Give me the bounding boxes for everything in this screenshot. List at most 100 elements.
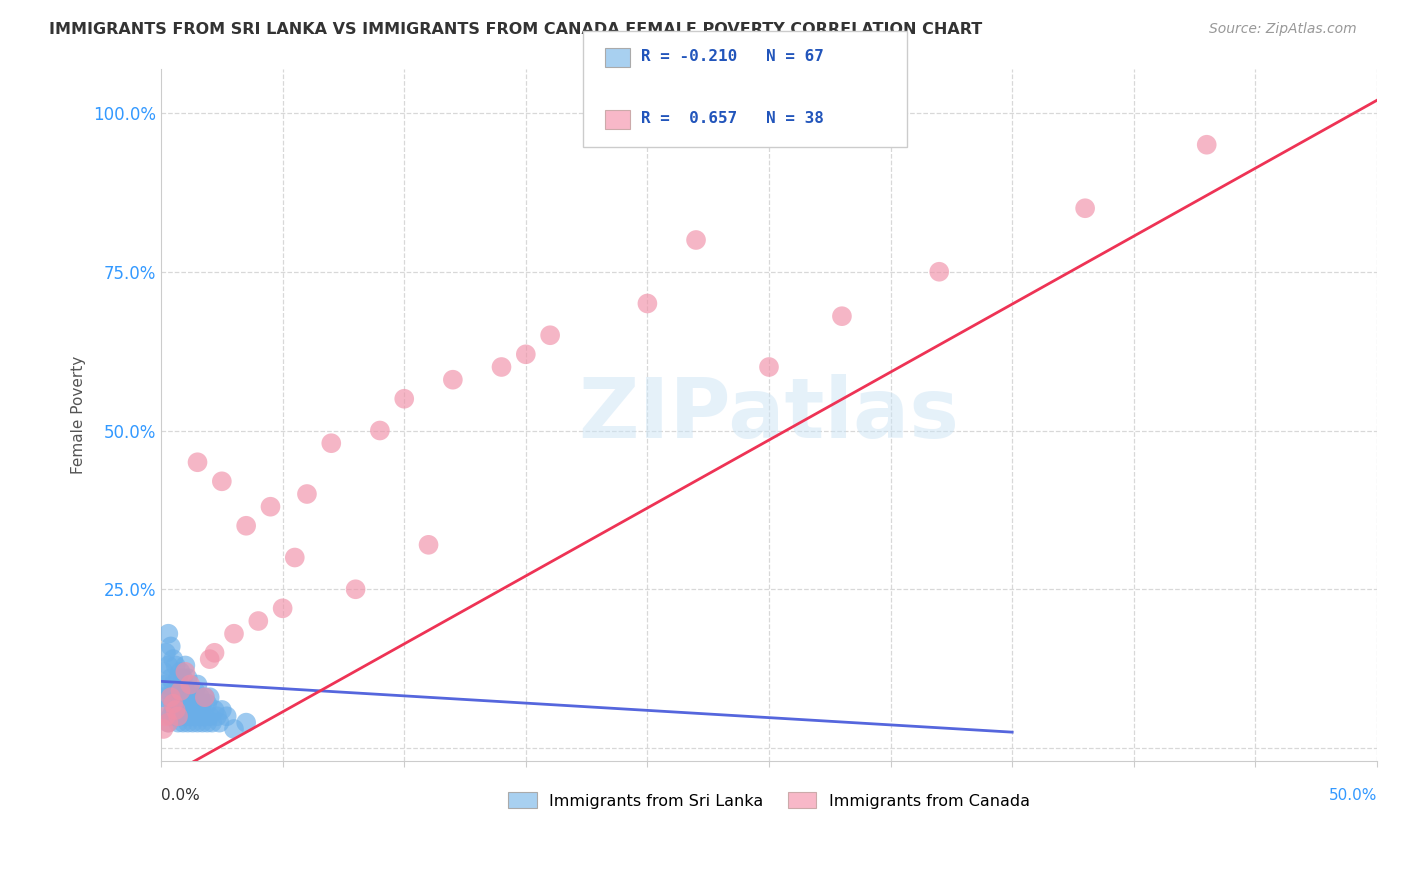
Point [195,697,218,711]
Point [174,684,197,698]
Point [418,538,440,552]
Text: R =  0.657   N = 38: R = 0.657 N = 38 [641,112,824,126]
Point [247,614,270,628]
Point [208,715,231,730]
Point [169,665,191,679]
Point [928,265,950,279]
Point [235,518,257,533]
Point [152,665,174,679]
Point [172,671,194,685]
Point [188,690,211,705]
Point [179,709,201,723]
Point [152,690,174,705]
Point [636,296,658,310]
Point [194,709,217,723]
Point [198,652,221,666]
Point [515,347,537,361]
Point [162,652,184,666]
Text: 50.0%: 50.0% [1329,789,1376,804]
Point [174,665,197,679]
Legend: Immigrants from Sri Lanka, Immigrants from Canada: Immigrants from Sri Lanka, Immigrants fr… [502,786,1036,815]
Point [392,392,415,406]
Point [155,677,177,691]
Point [169,709,191,723]
Point [344,582,367,597]
Point [191,697,214,711]
Point [157,715,180,730]
Point [159,640,181,654]
Point [159,709,181,723]
Point [194,690,217,705]
Point [169,684,191,698]
Point [181,690,204,705]
Point [188,709,211,723]
Point [169,684,191,698]
Point [177,690,200,705]
Point [162,697,184,711]
Point [159,690,181,705]
Point [167,709,190,723]
Point [159,671,181,685]
Point [186,677,208,691]
Point [191,715,214,730]
Point [162,703,184,717]
Point [321,436,343,450]
Point [155,703,177,717]
Point [271,601,294,615]
Point [205,709,228,723]
Point [181,715,204,730]
Point [198,709,221,723]
Point [162,677,184,691]
Point [172,715,194,730]
Point [174,703,197,717]
Point [284,550,307,565]
Point [186,697,208,711]
Text: IMMIGRANTS FROM SRI LANKA VS IMMIGRANTS FROM CANADA FEMALE POVERTY CORRELATION C: IMMIGRANTS FROM SRI LANKA VS IMMIGRANTS … [49,22,983,37]
Point [184,703,207,717]
Point [172,690,194,705]
Point [538,328,561,343]
Text: ZIPatlas: ZIPatlas [578,374,959,455]
Point [211,703,233,717]
Point [201,715,224,730]
Point [169,697,191,711]
Text: Source: ZipAtlas.com: Source: ZipAtlas.com [1209,22,1357,37]
Point [157,684,180,698]
Point [177,671,200,685]
Point [222,626,245,640]
Point [157,626,180,640]
Point [259,500,281,514]
Point [184,709,207,723]
Point [174,658,197,673]
Point [491,359,513,374]
Point [1074,201,1097,215]
Point [157,715,180,730]
Point [195,715,218,730]
Point [165,684,187,698]
Point [198,690,221,705]
Point [685,233,707,247]
Point [215,709,238,723]
Point [1195,137,1218,152]
Point [165,703,187,717]
Point [167,715,190,730]
Point [159,690,181,705]
Point [155,709,177,723]
Point [165,709,187,723]
Point [167,703,190,717]
Point [174,709,197,723]
Y-axis label: Female Poverty: Female Poverty [72,356,86,474]
Point [831,309,853,323]
Point [186,455,208,469]
Point [157,658,180,673]
Point [162,697,184,711]
Point [441,373,464,387]
Point [186,715,208,730]
Point [368,424,391,438]
Point [758,359,780,374]
Point [165,658,187,673]
Point [295,487,318,501]
Point [167,671,190,685]
Point [194,690,217,705]
Point [155,646,177,660]
